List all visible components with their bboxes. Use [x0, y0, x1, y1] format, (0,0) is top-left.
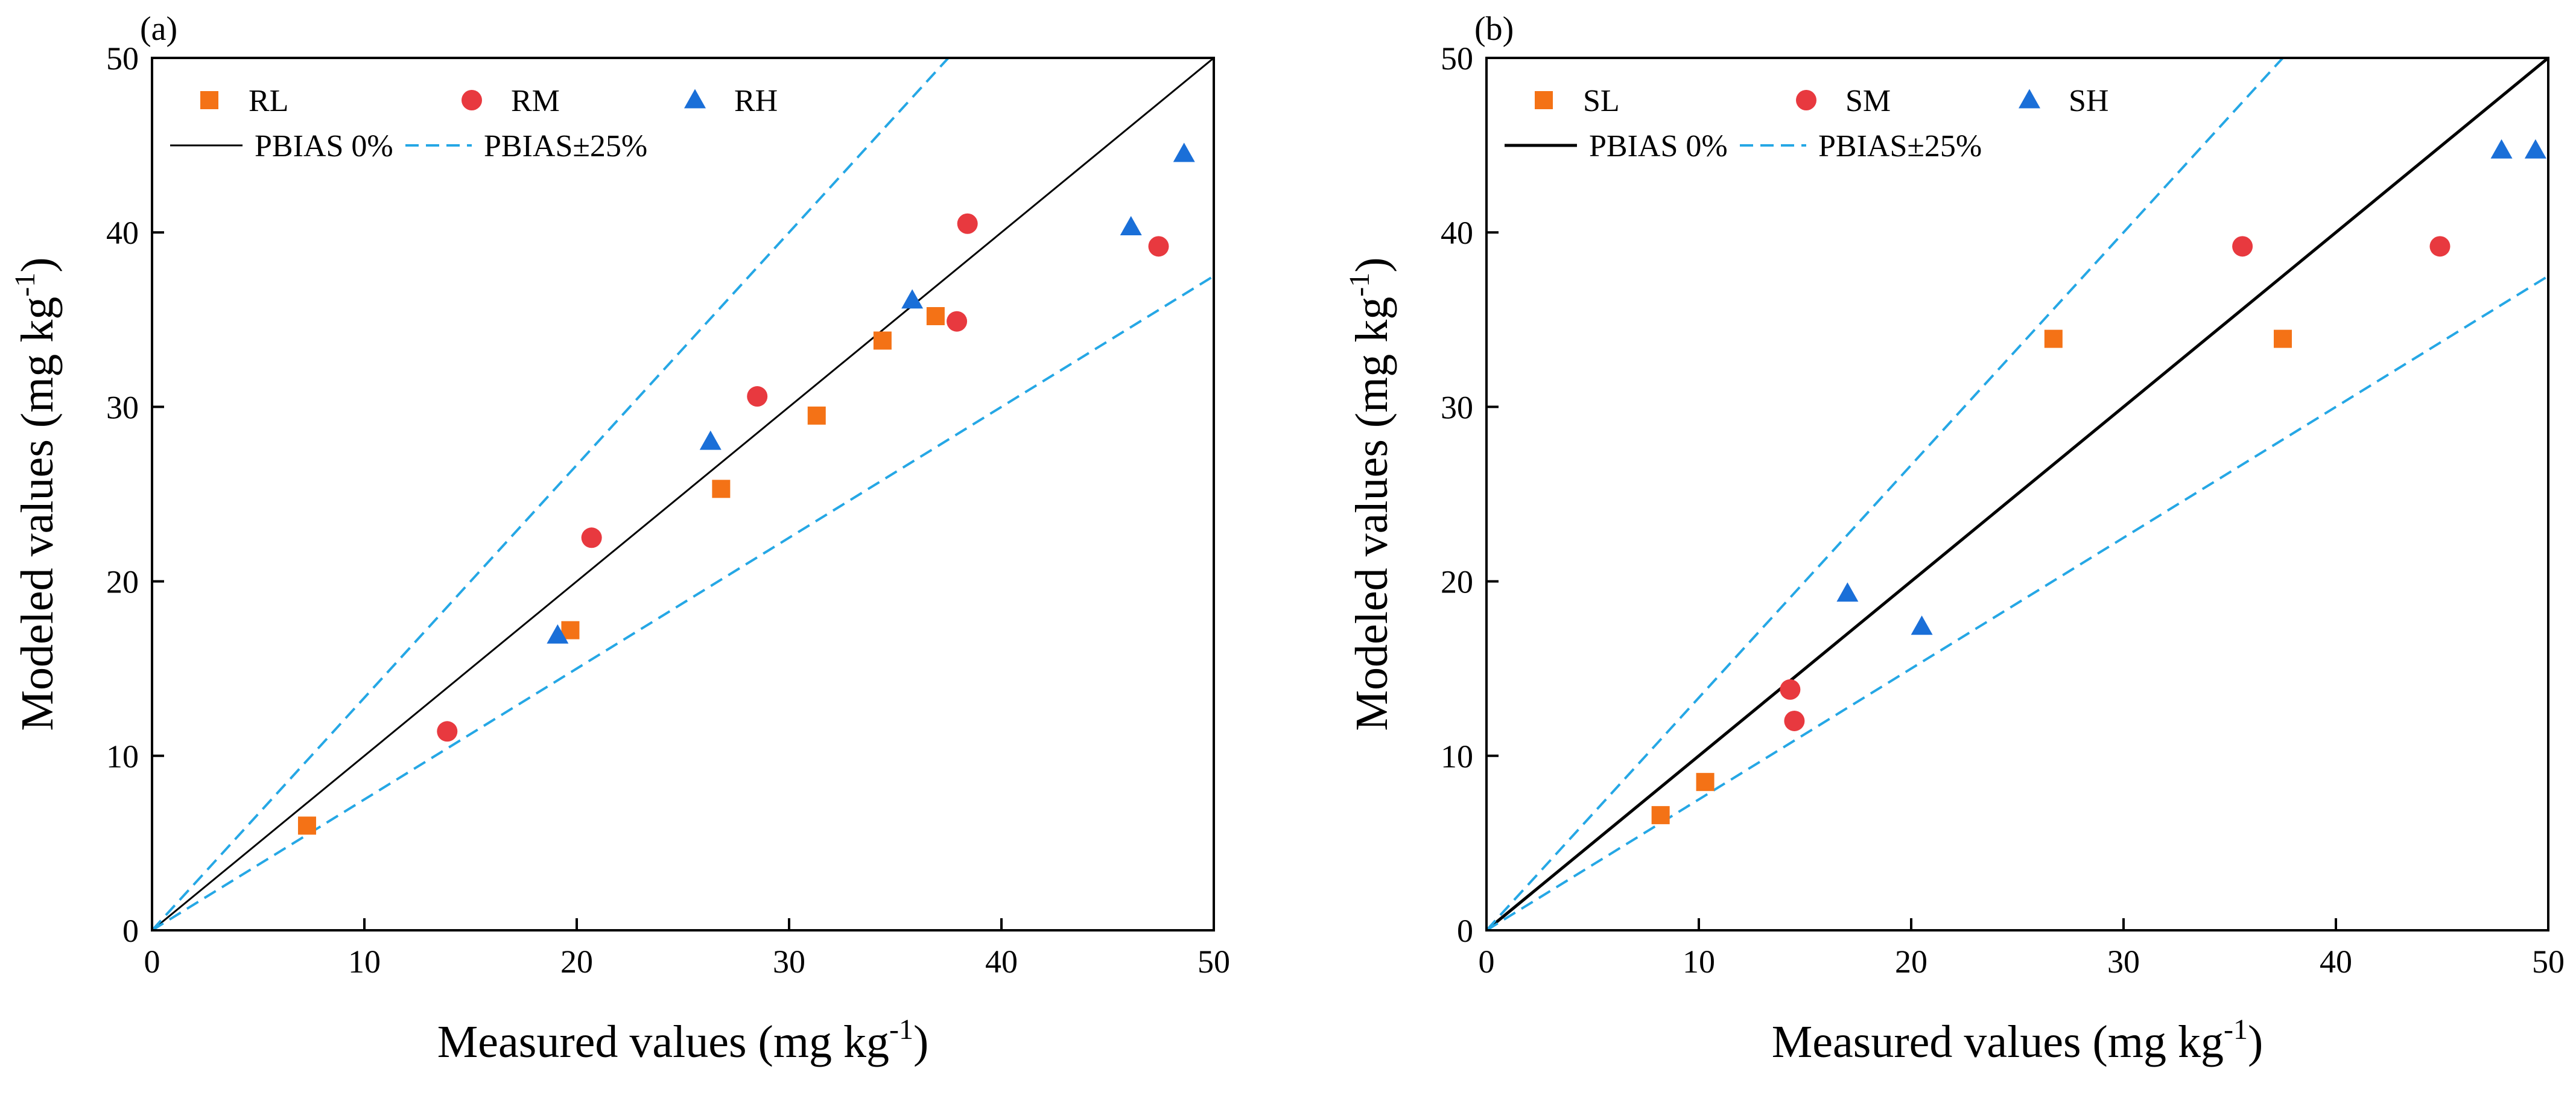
- legend-label-sm: SM: [1845, 84, 1891, 118]
- y-tick-label: 40: [106, 215, 139, 251]
- x-tick-label: 50: [2532, 944, 2565, 980]
- data-point-rm: [437, 721, 458, 742]
- data-point-sm: [2429, 236, 2451, 257]
- x-axis-label: Measured values (mg kg-1): [1772, 1014, 2264, 1067]
- data-point-sh: [2490, 139, 2513, 159]
- x-tick-label: 20: [560, 944, 593, 980]
- series-rl: [297, 307, 945, 835]
- data-point-rl: [297, 816, 316, 835]
- legend-label-sh: SH: [2069, 84, 2108, 118]
- plot-frame: [1485, 57, 2549, 932]
- y-tick-label: 20: [1441, 564, 1473, 600]
- pbias-0-line: [1486, 58, 2548, 930]
- data-point-sl: [2044, 329, 2063, 348]
- x-tick-label: 10: [348, 944, 381, 980]
- data-point-rh: [1120, 215, 1142, 235]
- x-tick-label: 20: [1895, 944, 1927, 980]
- y-tick-label: 30: [106, 389, 139, 425]
- legend-marker-sh: [2019, 89, 2040, 109]
- data-point-sh: [2524, 139, 2546, 159]
- data-point-sl: [1696, 773, 1715, 792]
- y-tick-label: 50: [1441, 40, 1473, 77]
- reference-lines: [1486, 58, 2548, 930]
- data-point-sh: [1911, 615, 1933, 635]
- y-tick-label: 30: [1441, 389, 1473, 425]
- y-tick-label: 40: [1441, 215, 1473, 251]
- panel-b: 0 10 20 30 40 50 0 10 20 30 40 50 Measured values (m…: [1344, 10, 2565, 1067]
- x-axis-label: Measured values (mg kg-1): [437, 1014, 929, 1067]
- data-point-rl: [873, 331, 892, 350]
- data-point-rm: [947, 311, 968, 332]
- data-point-rh: [547, 624, 569, 644]
- data-point-sl: [2274, 329, 2292, 348]
- legend-marker-rh: [684, 89, 706, 109]
- data-point-rm: [1148, 236, 1169, 257]
- legend-marker-rl: [200, 91, 218, 109]
- y-tick-label: 20: [106, 564, 139, 600]
- y-axis-label: Modeled values (mg kg-1): [9, 257, 63, 731]
- data-point-sh: [1836, 582, 1859, 602]
- legend-label-pbias-0: PBIAS 0%: [255, 129, 393, 163]
- series-sh: [1836, 139, 2546, 635]
- panel-label: (b): [1474, 10, 1514, 48]
- x-tick-label: 10: [1683, 944, 1715, 980]
- data-point-rh: [1173, 142, 1195, 162]
- legend-label-sl: SL: [1583, 84, 1620, 118]
- series-rm: [437, 213, 1169, 742]
- y-tick-label: 0: [122, 913, 139, 949]
- x-tick-label: 0: [144, 944, 160, 980]
- data-point-sm: [1780, 679, 1801, 700]
- data-point-rl: [807, 406, 826, 425]
- series-sl: [1651, 329, 2292, 825]
- x-tick-label: 0: [1479, 944, 1495, 980]
- y-axis-label: Modeled values (mg kg-1): [1344, 257, 1397, 731]
- data-point-sm: [1784, 710, 1805, 731]
- series-rh: [547, 142, 1195, 644]
- data-point-sl: [1651, 806, 1670, 825]
- y-tick-label: 0: [1457, 913, 1473, 949]
- y-tick-label: 50: [106, 40, 139, 77]
- legend: SL SM SH PBIAS 0% PBIAS±25%: [1505, 84, 2108, 163]
- legend-marker-sl: [1535, 91, 1553, 109]
- x-tick-label: 30: [2107, 944, 2140, 980]
- data-point-rh: [901, 289, 924, 309]
- pbias-plus25-line: [1486, 58, 2284, 930]
- x-tick-label: 50: [1198, 944, 1230, 980]
- legend-label-rh: RH: [734, 84, 778, 118]
- legend-label-pbias-25: PBIAS±25%: [1818, 129, 1982, 163]
- panel-label: (a): [140, 10, 177, 48]
- pbias-0-line: [152, 58, 1214, 930]
- pbias-minus25-line: [152, 275, 1214, 930]
- y-tick-label: 10: [1441, 738, 1473, 775]
- data-point-rm: [747, 386, 768, 407]
- legend: RL RM RH PBIAS 0% PBIAS±25%: [170, 84, 778, 163]
- legend-label-pbias-25: PBIAS±25%: [484, 129, 647, 163]
- pbias-minus25-line: [1486, 275, 2548, 930]
- legend-marker-sm: [1796, 90, 1816, 110]
- data-point-rm: [581, 527, 602, 548]
- pbias-plus25-line: [152, 58, 950, 930]
- legend-label-rm: RM: [511, 84, 560, 118]
- reference-lines: [152, 58, 1214, 930]
- y-tick-label: 10: [106, 738, 139, 775]
- x-tick-label: 40: [2320, 944, 2352, 980]
- legend-label-rl: RL: [249, 84, 288, 118]
- panel-a: 0 10 20 30 40 50 0 10 20 30 40 50 Measured values (m…: [9, 10, 1230, 1067]
- data-point-sm: [2232, 236, 2253, 257]
- data-point-rl: [712, 480, 731, 498]
- data-point-rh: [699, 430, 722, 450]
- series-sm: [1780, 236, 2451, 731]
- data-point-rl: [926, 307, 945, 326]
- data-point-rm: [957, 213, 978, 234]
- legend-marker-rm: [462, 90, 482, 110]
- x-tick-label: 40: [985, 944, 1018, 980]
- legend-label-pbias-0: PBIAS 0%: [1589, 129, 1728, 163]
- x-tick-label: 30: [773, 944, 805, 980]
- plot-frame: [151, 57, 1215, 932]
